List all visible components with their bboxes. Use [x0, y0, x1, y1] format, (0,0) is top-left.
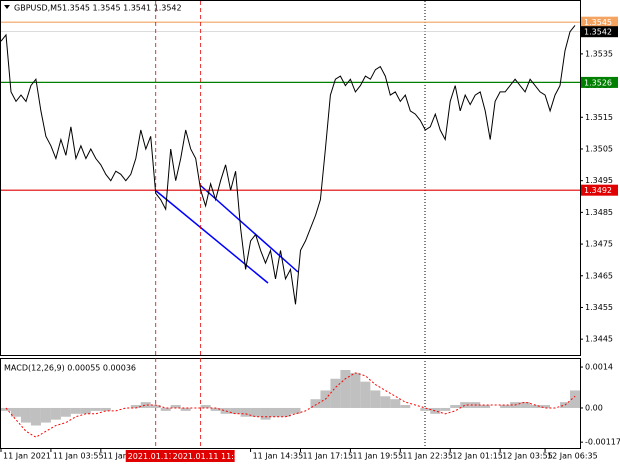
macd-bar — [520, 402, 531, 408]
price-label: 1.3545 — [584, 18, 612, 27]
price-label-box — [581, 26, 618, 38]
channel-line — [154, 189, 269, 284]
macd-bar — [280, 407, 291, 417]
symbol-title: GBPUSD,M5 — [14, 4, 62, 13]
signal-line — [5, 372, 576, 438]
x-tick-label: 12 Jan 03:55 — [502, 452, 553, 461]
y-tick-label: 1.3535 — [585, 49, 613, 58]
macd-bar — [230, 407, 241, 414]
y-tick-label: 1.3475 — [585, 240, 613, 249]
macd-bar — [380, 396, 391, 408]
y-tick-label: -0.00117 — [585, 438, 620, 447]
vline-label: 2021.01.11 11:55 — [173, 452, 244, 461]
price-panel — [0, 0, 581, 356]
y-tick-label: 1.3465 — [585, 271, 613, 280]
price-label: 1.3492 — [584, 186, 612, 195]
macd-bar — [370, 390, 381, 408]
macd-bar — [350, 372, 361, 408]
x-tick-label: 12 Jan 01:15 — [452, 452, 503, 461]
y-tick-label: 1.3505 — [585, 144, 613, 153]
x-tick-label: 11 Jan 2021 — [3, 452, 51, 461]
macd-bar — [450, 405, 461, 408]
macd-bar — [130, 405, 141, 408]
macd-bar — [440, 407, 451, 411]
macd-bar — [100, 407, 111, 411]
macd-bar — [400, 405, 411, 408]
macd-bar — [250, 407, 261, 417]
macd-bar — [50, 407, 61, 420]
y-tick-label: 1.3515 — [585, 113, 613, 122]
y-tick-label: 1.3485 — [585, 208, 613, 217]
macd-bar — [330, 378, 341, 408]
macd-panel — [0, 358, 581, 449]
macd-bar — [30, 407, 41, 426]
macd-bar — [70, 407, 81, 414]
macd-bar — [480, 405, 491, 408]
macd-bar — [420, 407, 431, 411]
macd-bar — [460, 402, 471, 408]
vline-label-box — [170, 450, 235, 462]
macd-title: MACD(12,26,9) 0.00055 0.00036 — [4, 364, 136, 373]
vline-label-box — [125, 450, 174, 462]
macd-bar — [40, 407, 51, 423]
macd-bar — [430, 407, 441, 414]
macd-bar — [310, 399, 321, 408]
macd-bar — [60, 407, 71, 417]
macd-bar — [90, 407, 101, 411]
x-tick-label: 11 Jan — [103, 452, 128, 461]
macd-bar — [270, 407, 281, 417]
macd-bar — [80, 407, 91, 414]
collapse-icon — [4, 5, 10, 9]
macd-bar — [540, 405, 551, 408]
macd-bar — [390, 399, 401, 408]
x-tick-label: 12 Jan 06:35 — [547, 452, 598, 461]
ohlc: 1.3545 1.3545 1.3541 1.3542 — [62, 4, 182, 13]
macd-bar — [150, 405, 161, 408]
macd-bar — [180, 407, 191, 411]
price-label: 1.3542 — [584, 28, 612, 37]
macd-bar — [340, 369, 351, 408]
price-label-box — [581, 184, 618, 196]
y-tick-label: 1.3445 — [585, 335, 613, 344]
macd-bar — [360, 381, 371, 408]
x-tick-label: 11 Jan 22:35 — [402, 452, 453, 461]
macd-bar — [170, 405, 181, 408]
macd-bar — [140, 402, 151, 408]
macd-bar — [570, 390, 580, 408]
price-label: 1.3526 — [584, 78, 612, 87]
macd-bar — [290, 407, 301, 414]
macd-bar — [500, 405, 511, 408]
x-tick-label: 11 Jan 19:55 — [352, 452, 403, 461]
macd-bar — [530, 405, 541, 408]
macd-bar — [220, 407, 231, 414]
macd-bar — [200, 405, 211, 408]
price-label-box — [581, 76, 618, 88]
price-line — [0, 25, 576, 305]
y-tick-label: 0.0014 — [585, 363, 613, 372]
x-tick-label: 11 Jan 03:55 — [53, 452, 104, 461]
x-tick-label: 11 Jan 14:35 — [253, 452, 304, 461]
y-tick-label: 0.00 — [585, 403, 603, 412]
price-label-box — [581, 16, 618, 28]
macd-bar — [20, 407, 31, 423]
macd-bar — [1, 407, 11, 411]
x-tick-label: 11 Jan 17:15 — [302, 452, 353, 461]
y-tick-label: 1.3495 — [585, 176, 613, 185]
vline-label: 2021.01.11 0 — [128, 452, 181, 461]
macd-bar — [240, 407, 251, 417]
macd-bar — [10, 407, 21, 417]
macd-bar — [160, 407, 171, 411]
macd-bar — [210, 407, 221, 411]
y-tick-label: 1.3455 — [585, 303, 613, 312]
macd-bar — [260, 407, 271, 420]
